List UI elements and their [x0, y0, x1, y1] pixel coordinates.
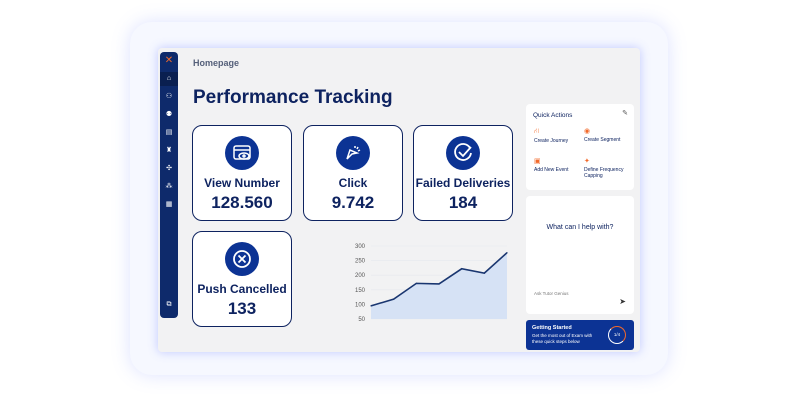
push-cancelled-card[interactable]: Push Cancelled 133 [192, 231, 292, 327]
card-label: Click [338, 176, 368, 190]
add-event-action[interactable]: ▣ Add New Event [534, 157, 582, 173]
check-circle-icon [446, 136, 480, 170]
chat-input[interactable]: Ask Tutor Genius [534, 291, 569, 296]
user-add-icon[interactable]: ⚉ [165, 111, 173, 118]
getting-started-text: Get the most out of Exam with these quic… [532, 333, 593, 344]
action-label: Define Frequency Capping [584, 167, 624, 179]
capping-icon: ✦ [584, 158, 590, 165]
cursor-click-icon [336, 136, 370, 170]
page-title: Performance Tracking [193, 87, 393, 108]
progress-ring: 1/4 [608, 326, 626, 344]
action-label: Create Segment [584, 137, 621, 143]
failed-deliveries-card[interactable]: Failed Deliveries 184 [413, 125, 513, 221]
action-label: Add New Event [534, 167, 569, 173]
card-label: Failed Deliveries [415, 176, 511, 190]
getting-started-banner[interactable]: Getting Started Get the most out of Exam… [526, 320, 634, 350]
card-value: 9.742 [331, 193, 375, 212]
edit-icon[interactable]: ✎ [622, 110, 628, 117]
sidebar: ✕ ⌂ ⚇ ⚉ ▤ ♜ ✣ ⁂ ▦ ⧉ [160, 52, 178, 318]
card-label: View Number [204, 176, 280, 190]
users-icon[interactable]: ⚇ [165, 93, 173, 100]
getting-started-title: Getting Started [532, 325, 572, 331]
create-segment-action[interactable]: ◉ Create Segment [584, 127, 632, 143]
card-value: 133 [227, 299, 257, 318]
send-icon[interactable]: ➤ [619, 297, 626, 306]
calendar-icon[interactable]: ▦ [165, 201, 173, 208]
breadcrumb[interactable]: Homepage [193, 58, 240, 68]
card-label: Push Cancelled [197, 282, 287, 296]
settings-icon[interactable]: ✣ [166, 165, 172, 172]
card-value: 128.560 [211, 193, 273, 212]
chat-panel: What can I help with? Ask Tutor Genius ➤ [526, 196, 634, 314]
chat-prompt: What can I help with? [546, 224, 614, 231]
frequency-capping-action[interactable]: ✦ Define Frequency Capping [584, 157, 632, 179]
x-circle-icon [225, 242, 259, 276]
action-label: Create Journey [534, 138, 569, 144]
click-card[interactable]: Click 9.742 [303, 125, 403, 221]
journey-icon: ⛙ [534, 128, 539, 135]
quick-actions-title: Quick Actions [533, 112, 573, 119]
browser-eye-icon [225, 136, 259, 170]
create-journey-action[interactable]: ⛙ Create Journey [534, 127, 582, 144]
segments-icon[interactable]: ⁂ [165, 183, 173, 190]
card-value: 184 [448, 193, 478, 212]
logo-icon: ✕ [164, 55, 174, 66]
view-number-card[interactable]: View Number 128.560 [192, 125, 292, 221]
quick-actions-panel: Quick Actions ✎ ⛙ Create Journey ◉ Create … [526, 104, 634, 190]
rocket-icon[interactable]: ♜ [165, 147, 173, 154]
segment-icon: ◉ [584, 128, 591, 135]
home-icon[interactable]: ⌂ [160, 72, 178, 86]
event-icon: ▣ [534, 158, 541, 165]
collapse-icon[interactable]: ⧉ [166, 301, 172, 308]
report-icon[interactable]: ▤ [165, 129, 173, 136]
